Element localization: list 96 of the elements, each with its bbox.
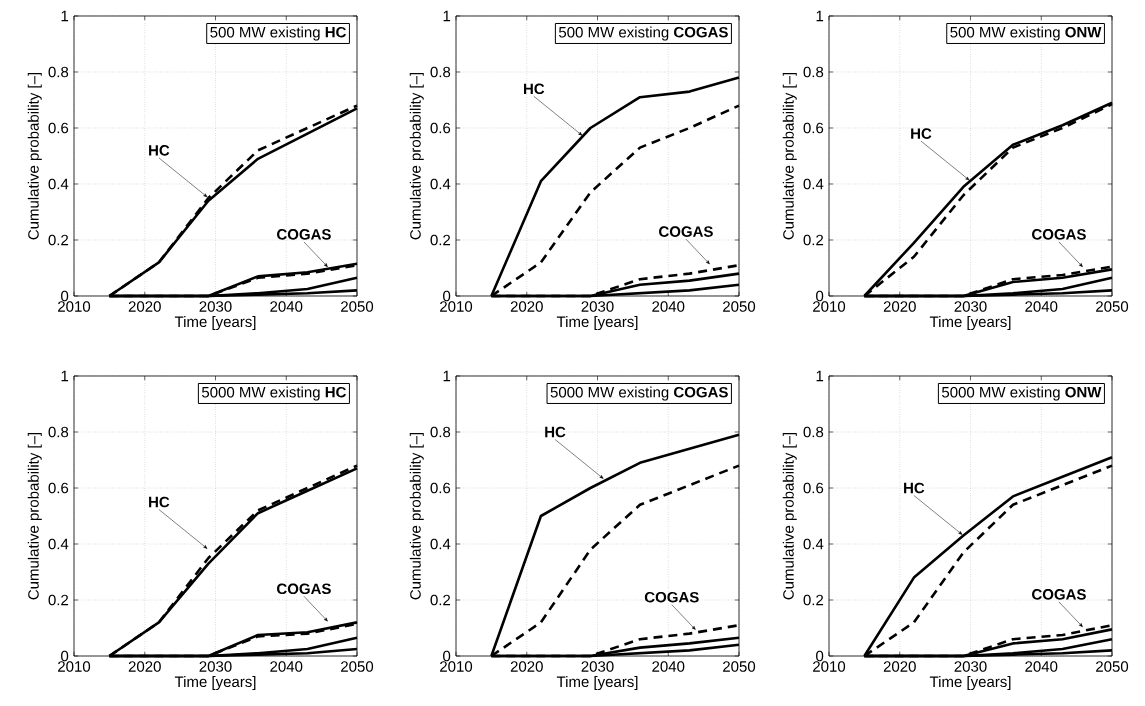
x-tick-label: 2030 [199, 301, 232, 312]
y-tick-label: 1 [443, 10, 451, 22]
annotation: HC [149, 496, 170, 508]
x-tick-label: 2020 [128, 661, 161, 672]
x-tick-label: 2050 [1096, 301, 1129, 312]
x-tick-label: 2050 [1096, 661, 1129, 672]
y-tick-label: 0.6 [430, 122, 451, 134]
x-axis-title: Time [years] [174, 676, 256, 690]
y-axis-title: Cumulative probability [–] [782, 72, 797, 240]
text: 5000 MW existing COGAS [550, 386, 728, 401]
y-axis-title: Cumulative probability [–] [27, 432, 42, 600]
x-axis-title: Time [years] [556, 316, 638, 330]
x-tick-label: 2010 [58, 301, 91, 312]
y-tick-label: 0.2 [430, 594, 451, 606]
y-tick-label: 0.4 [803, 178, 824, 190]
y-axis-title: Cumulative probability [–] [409, 432, 424, 600]
y-tick-label: 0.4 [803, 538, 824, 550]
x-axis-title: Time [years] [174, 316, 256, 330]
y-tick-label: 0 [443, 290, 451, 302]
text: 500 MW existing COGAS [558, 26, 728, 41]
annotation: HC [911, 128, 932, 139]
x-axis-title: Time [years] [929, 316, 1011, 330]
x-tick-label: 2010 [813, 661, 846, 672]
y-tick-label: 0.8 [803, 426, 824, 438]
y-tick-label: 0.4 [48, 538, 69, 550]
x-axis-title: Time [years] [929, 676, 1011, 690]
x-tick-label: 2020 [128, 301, 161, 312]
text: 500 MW existing ONW [950, 26, 1102, 41]
x-tick-label: 2050 [723, 661, 756, 672]
y-tick-label: 0.4 [430, 178, 451, 190]
y-axis-title: Cumulative probability [–] [27, 72, 42, 240]
x-tick-label: 2030 [199, 661, 232, 672]
text: 5000 MW existing HC [201, 386, 347, 401]
y-tick-label: 1 [61, 10, 69, 22]
x-tick-label: 2030 [954, 661, 987, 672]
y-tick-label: 0.2 [803, 594, 824, 606]
x-tick-label: 2020 [883, 661, 916, 672]
x-tick-label: 2040 [652, 301, 685, 312]
text: 5000 MW existing ONW [941, 386, 1102, 401]
x-tick-label: 2050 [723, 301, 756, 312]
x-tick-label: 2020 [510, 661, 543, 672]
annotation: COGAS [277, 229, 331, 240]
y-tick-label: 0.6 [430, 482, 451, 494]
annotation: HC [545, 426, 566, 438]
annotation: HC [524, 83, 545, 95]
y-tick-label: 0.6 [48, 122, 69, 134]
y-tick-label: 0 [61, 290, 69, 302]
x-tick-label: 2010 [813, 301, 846, 312]
x-tick-label: 2040 [270, 301, 303, 312]
y-tick-label: 0.2 [48, 594, 69, 606]
x-tick-label: 2050 [341, 301, 374, 312]
x-tick-label: 2030 [581, 301, 614, 312]
x-tick-label: 2010 [440, 661, 473, 672]
annotation: COGAS [1032, 589, 1086, 600]
text: 500 MW existing HC [210, 26, 347, 41]
y-tick-label: 0.6 [803, 122, 824, 134]
annotation: COGAS [644, 591, 699, 603]
x-tick-label: 2010 [58, 661, 91, 672]
y-tick-label: 1 [443, 370, 451, 382]
y-tick-label: 0.4 [48, 178, 69, 190]
y-tick-label: 0.8 [48, 426, 69, 438]
x-tick-label: 2040 [652, 661, 685, 672]
x-tick-label: 2040 [1025, 301, 1058, 312]
y-tick-label: 0.6 [48, 482, 69, 494]
y-tick-label: 0.8 [430, 66, 451, 78]
y-tick-label: 0.6 [803, 482, 824, 494]
y-tick-label: 1 [816, 370, 824, 382]
annotation: COGAS [1032, 229, 1086, 240]
x-tick-label: 2030 [581, 661, 614, 672]
y-tick-label: 1 [816, 10, 824, 22]
x-tick-label: 2040 [1025, 661, 1058, 672]
annotation: HC [904, 482, 925, 494]
annotation: COGAS [277, 583, 331, 595]
x-tick-label: 2010 [440, 301, 473, 312]
y-tick-label: 0.2 [803, 234, 824, 246]
y-tick-label: 0.8 [48, 66, 69, 78]
y-tick-label: 0 [816, 650, 824, 662]
y-tick-label: 0.2 [48, 234, 69, 246]
x-tick-label: 2050 [341, 661, 374, 672]
x-tick-label: 2020 [883, 301, 916, 312]
annotation: COGAS [659, 226, 713, 237]
y-axis-title: Cumulative probability [–] [409, 72, 424, 240]
annotation: HC [149, 145, 170, 156]
y-tick-label: 0.8 [803, 66, 824, 78]
y-tick-label: 0 [61, 650, 69, 662]
x-tick-label: 2030 [954, 301, 987, 312]
y-tick-label: 0.2 [430, 234, 451, 246]
y-tick-label: 0 [816, 290, 824, 302]
y-tick-label: 0.4 [430, 538, 451, 550]
x-tick-label: 2020 [510, 301, 543, 312]
y-tick-label: 0 [443, 650, 451, 662]
y-axis-title: Cumulative probability [–] [782, 432, 797, 600]
x-axis-title: Time [years] [556, 676, 638, 690]
y-tick-label: 1 [61, 370, 69, 382]
y-tick-label: 0.8 [430, 426, 451, 438]
x-tick-label: 2040 [270, 661, 303, 672]
